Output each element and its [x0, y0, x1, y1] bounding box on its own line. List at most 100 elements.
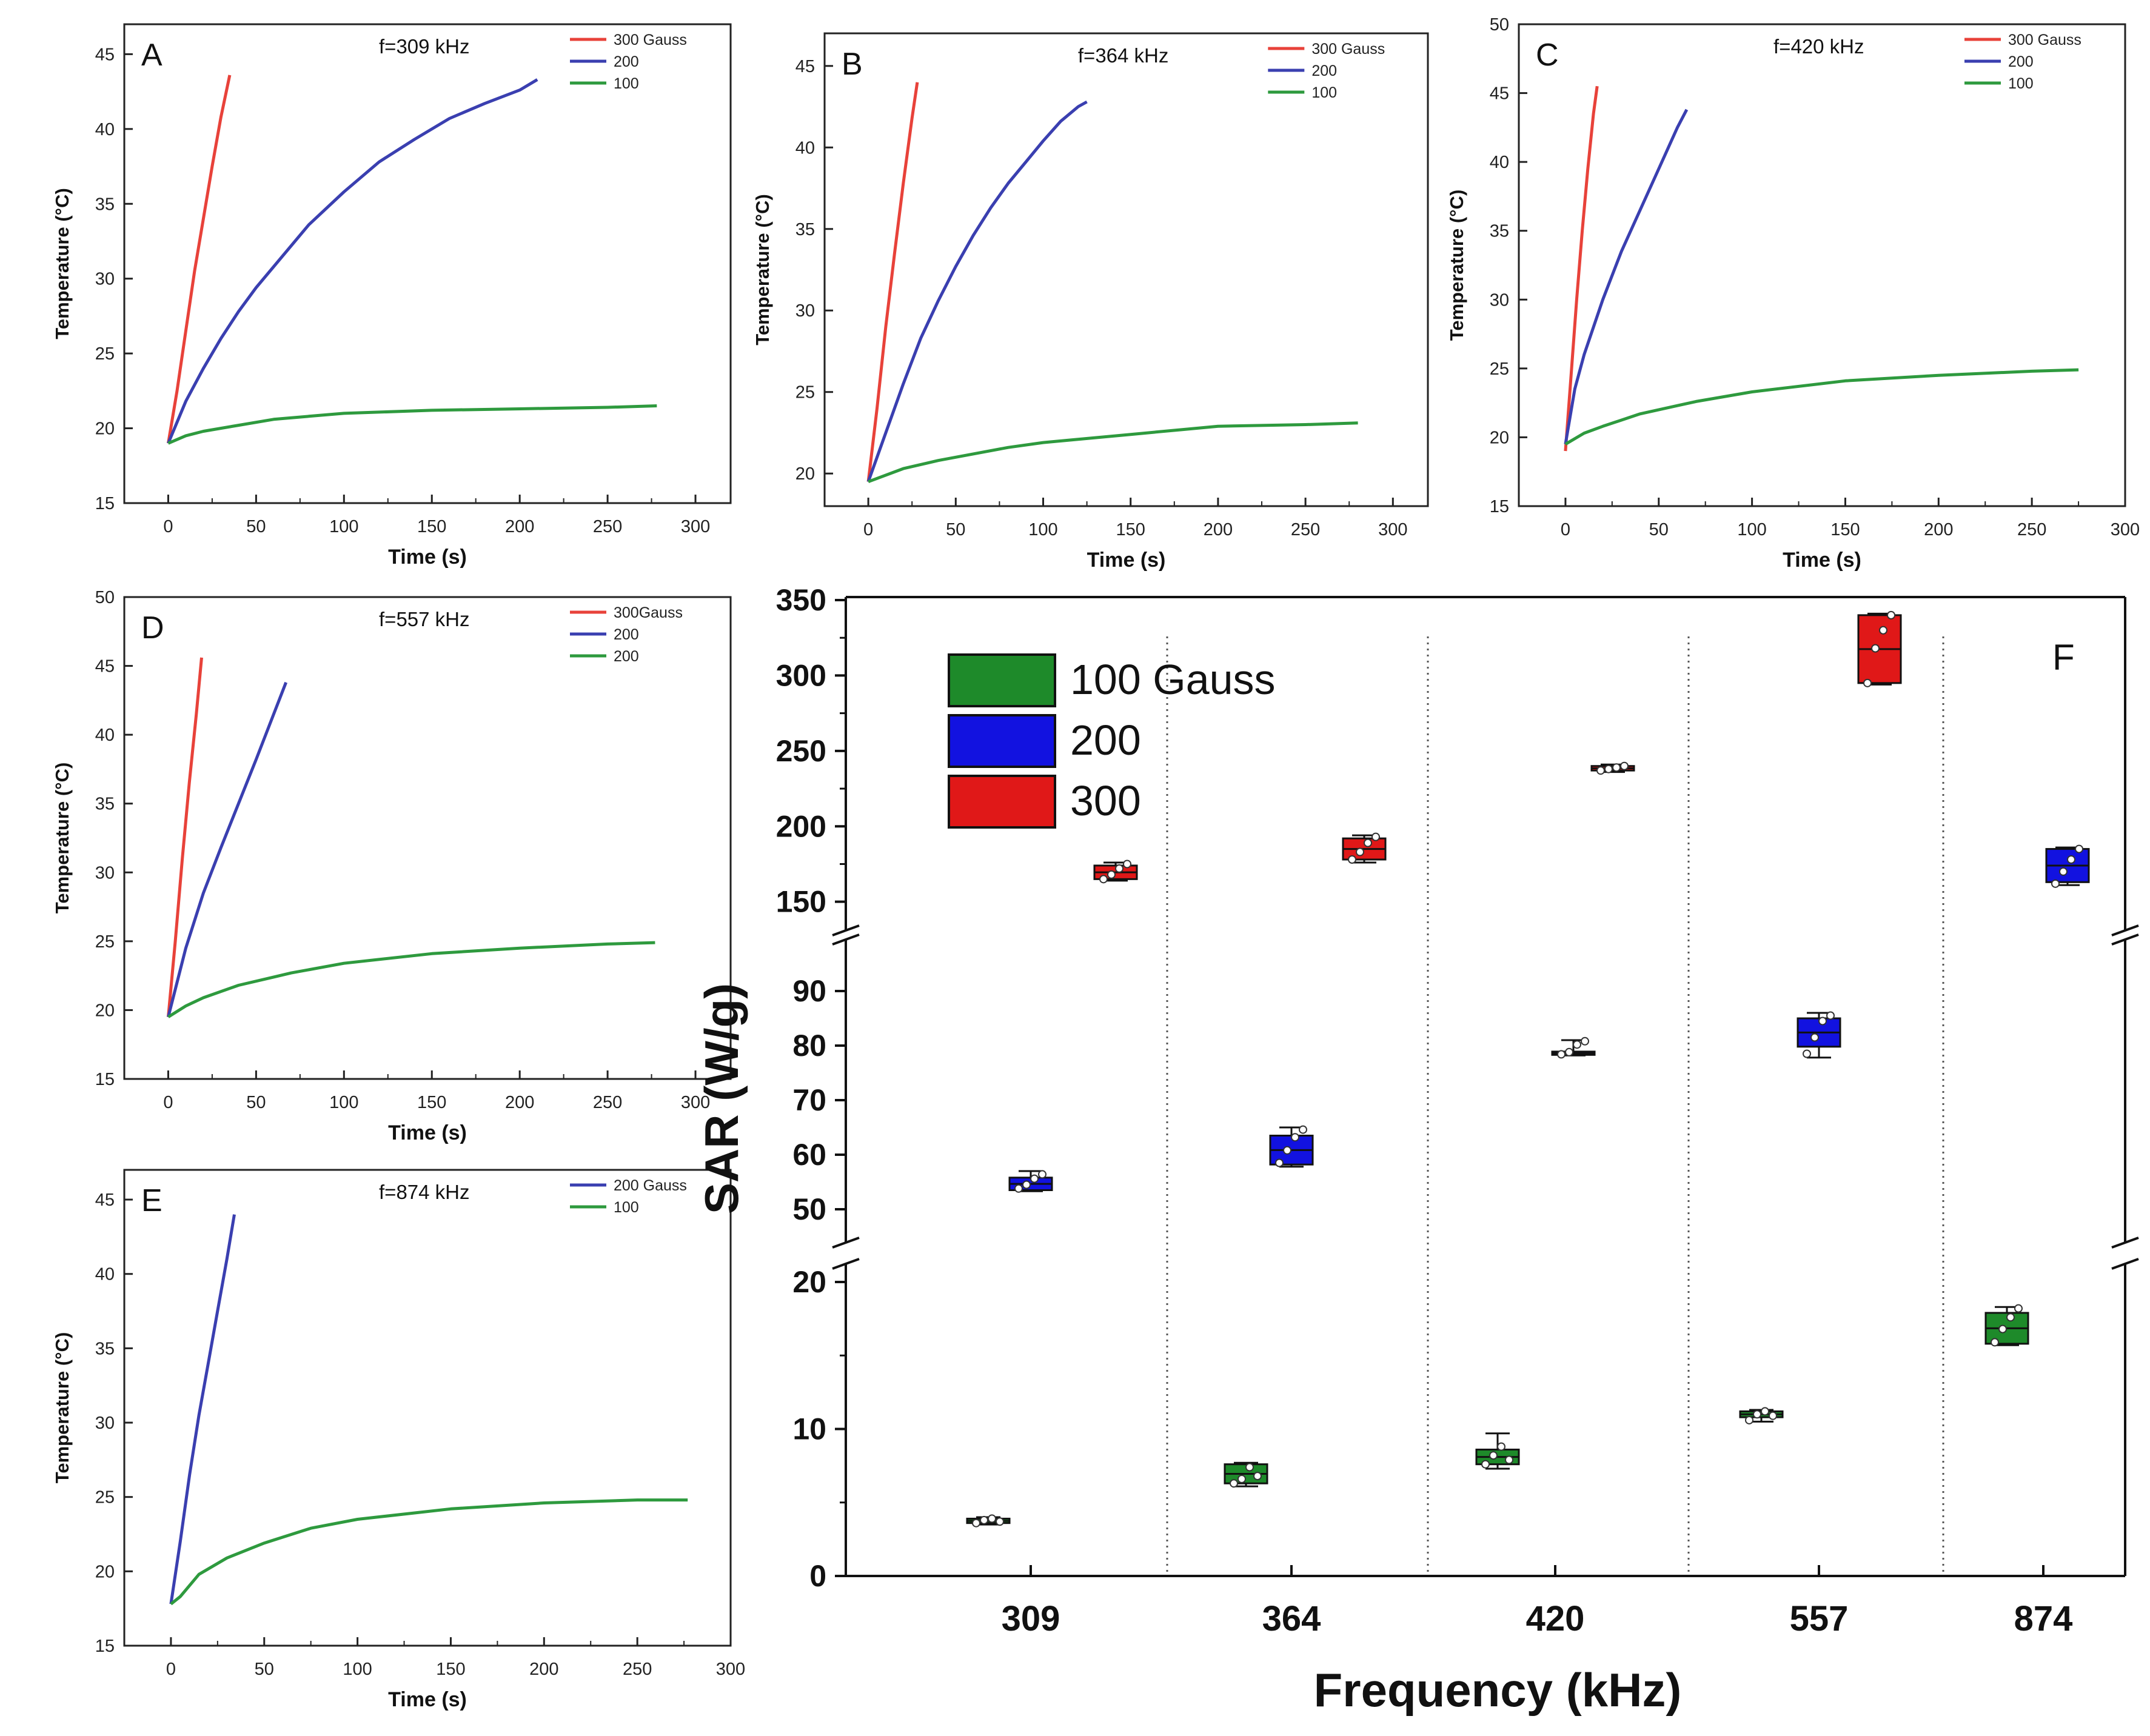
y-tick-label: 30 — [95, 270, 115, 289]
data-point — [1991, 1338, 1999, 1347]
y-axis-label: Temperature (°C) — [52, 763, 73, 914]
data-point — [2051, 879, 2060, 888]
y-tick-label: 300 — [776, 658, 826, 692]
data-point — [2014, 1304, 2023, 1313]
y-tick-label: 35 — [795, 220, 815, 239]
x-axis-label: Time (s) — [388, 1121, 467, 1144]
legend-label: 300 Gauss — [1311, 41, 1385, 58]
legend-label: 300Gauss — [614, 604, 683, 621]
x-tick-label: 50 — [246, 517, 266, 536]
legend-label: 200 — [614, 53, 639, 70]
y-tick-label: 40 — [95, 120, 115, 139]
x-axis-label: Time (s) — [388, 1688, 467, 1711]
data-point — [1596, 766, 1605, 775]
x-tick-label: 0 — [1561, 520, 1570, 539]
series-line-1 — [866, 100, 1088, 482]
plot-frame — [123, 596, 732, 1080]
y-tick-label: 20 — [95, 1562, 115, 1581]
data-point — [1283, 1146, 1291, 1155]
plot-frame — [123, 23, 732, 504]
y-tick-label: 50 — [95, 588, 115, 607]
y-tick-label: 50 — [1490, 15, 1509, 35]
data-point — [1887, 610, 1895, 619]
y-tick-label: 25 — [795, 383, 815, 402]
data-point — [1871, 644, 1880, 653]
series-line-2 — [1564, 368, 2079, 446]
data-point — [1612, 763, 1621, 772]
x-tick-label: 200 — [1924, 520, 1953, 539]
data-point — [1879, 626, 1887, 635]
data-point — [1863, 678, 1872, 687]
legend-label: 200 — [1070, 716, 1141, 764]
y-tick-label: 25 — [1490, 359, 1509, 379]
legend-label: 200 — [614, 648, 639, 665]
legend-label: 100 — [1311, 84, 1337, 101]
data-point — [1038, 1170, 1047, 1179]
x-axis-label: Time (s) — [1783, 549, 1861, 572]
y-tick-label: 80 — [792, 1029, 826, 1063]
series-line-0 — [1564, 85, 1599, 452]
y-axis-label: SAR (W/g) — [695, 983, 748, 1214]
axis-break-mark — [832, 1237, 860, 1249]
legend-label: 100 Gauss — [1070, 656, 1276, 703]
x-axis-label: Time (s) — [1087, 549, 1166, 572]
data-point — [1099, 875, 1108, 884]
series-line-1 — [170, 1498, 688, 1606]
x-tick-label: 0 — [163, 1093, 173, 1112]
y-axis-label: Temperature (°C) — [52, 188, 73, 339]
y-tick-label: 70 — [792, 1083, 826, 1117]
y-tick-label: 35 — [95, 1339, 115, 1358]
y-tick-label: 40 — [1490, 153, 1509, 172]
data-point — [1818, 1017, 1827, 1026]
data-point — [1581, 1037, 1589, 1046]
x-tick-label: 364 — [1262, 1599, 1321, 1638]
series-line-1 — [1564, 109, 1689, 445]
panel-title: f=309 kHz — [379, 35, 470, 58]
y-tick-label: 35 — [1490, 222, 1509, 241]
data-point — [980, 1515, 988, 1524]
x-tick-label: 50 — [1649, 520, 1669, 539]
data-point — [1497, 1442, 1505, 1451]
legend-label: 100 — [614, 1199, 639, 1216]
panel-e: 0 50 100 150 200 250 300 15 20 25 30 35 40 45 Time (s)… — [52, 1169, 745, 1711]
y-tick-label: 90 — [792, 974, 826, 1008]
y-tick-label: 15 — [95, 1070, 115, 1089]
legend-swatch — [948, 714, 1056, 768]
data-point — [1803, 1049, 1811, 1058]
axis-break-mark — [2111, 1258, 2139, 1270]
panel-title: f=420 kHz — [1773, 35, 1864, 58]
x-tick-label: 300 — [716, 1660, 745, 1679]
panel-d: 0 50 100 150 200 250 300 15 20 25 30 35 40 45 50 Time (… — [52, 588, 732, 1144]
y-tick-label: 45 — [95, 657, 115, 676]
panel-letter: B — [842, 47, 863, 82]
y-tick-label: 20 — [95, 419, 115, 439]
data-point — [1230, 1479, 1238, 1488]
y-tick-label: 35 — [95, 195, 115, 214]
y-tick-label: 45 — [95, 1190, 115, 1210]
y-tick-label: 20 — [1490, 428, 1509, 447]
x-tick-label: 250 — [1291, 520, 1320, 539]
legend-label: 200 Gauss — [614, 1177, 687, 1194]
y-tick-label: 35 — [95, 795, 115, 814]
axis-break-mark — [2111, 933, 2139, 946]
legend-label: 300 Gauss — [2008, 32, 2081, 48]
x-tick-label: 100 — [1737, 520, 1766, 539]
plot-frame — [1518, 23, 2126, 507]
data-point — [1030, 1174, 1039, 1183]
legend-label: 200 — [2008, 53, 2034, 70]
data-point — [2067, 855, 2075, 864]
data-point — [1275, 1158, 1284, 1167]
legend-label: 300 Gauss — [614, 32, 687, 48]
y-tick-label: 25 — [95, 344, 115, 364]
y-tick-label: 350 — [776, 583, 826, 617]
y-axis-label: Temperature (°C) — [752, 194, 773, 346]
y-tick-label: 40 — [95, 1265, 115, 1284]
data-point — [1356, 847, 1364, 856]
data-point — [1022, 1180, 1031, 1189]
data-point — [1604, 764, 1613, 773]
panel-f: 0 10 20 50 60 70 80 90 150 200 250 300 350 SAR (W/g) F… — [695, 583, 2139, 1717]
data-point — [1753, 1410, 1761, 1419]
panel-letter: F — [2052, 637, 2075, 678]
x-tick-label: 150 — [1116, 520, 1145, 539]
axis-break-mark — [2111, 924, 2139, 936]
